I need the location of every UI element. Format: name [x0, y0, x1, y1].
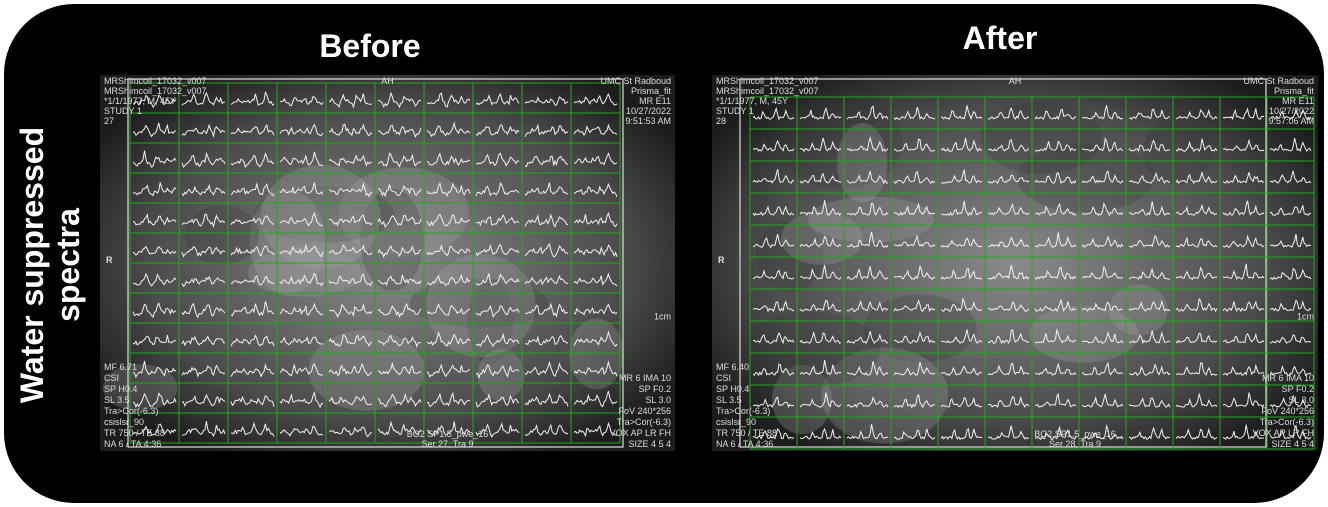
overlay-text: MF 6.71 — [104, 362, 137, 372]
overlay-text: AH — [381, 76, 394, 86]
panel-title: Before — [270, 28, 470, 65]
overlay-text: SP F0.2 — [1282, 384, 1314, 394]
overlay-text: NA 6 / TA 4:36 — [104, 439, 161, 449]
overlay-text: SIZE 4 5 4 — [1271, 439, 1314, 449]
overlay-text: MF 6.40 — [716, 362, 749, 372]
overlay-text: Tra>Cor(-6.3) — [1260, 417, 1314, 427]
overlay-text: R — [718, 255, 725, 265]
tissue — [477, 349, 524, 401]
tissue — [185, 205, 259, 264]
overlay-text: 1cm — [654, 311, 671, 321]
overlay-text: 27 — [104, 116, 114, 126]
overlay-text: UMC St Radboud — [600, 76, 671, 86]
overlay-text: R — [106, 255, 113, 265]
overlay-text: MR E11 — [639, 96, 671, 106]
overlay-text: MR 6 IMA 10 — [619, 373, 671, 383]
overlay-text: Ser 28, Tra 9 — [1049, 439, 1101, 449]
overlay-text: VOX AP LR FH — [1253, 428, 1314, 438]
overlay-text: STUDY 1 — [716, 106, 754, 116]
overlay-text: CSI — [716, 373, 731, 383]
overlay-text: SL 3.5 — [716, 395, 742, 405]
overlay-text: Tra>Cor(-6.3) — [617, 417, 671, 427]
overlay-text: csislsr_90 — [104, 417, 144, 427]
overlay-text: SIZE 4 5 4 — [628, 439, 671, 449]
overlay-text: MRShimcoil_17032_v007 — [104, 86, 207, 96]
row-label: Water suppressed spectra — [14, 127, 86, 403]
overlay-text: MR E11 — [1282, 96, 1314, 106]
overlay-text: SP F0.2 — [639, 384, 671, 394]
overlay-text: NA 6 / TA 4:36 — [716, 439, 773, 449]
spectra-panel: MRShimcoil_17032_v007MRShimcoil_17032_v0… — [100, 75, 675, 451]
overlay-text: SL 3.0 — [1288, 395, 1314, 405]
overlay-text: Prisma_fit — [1274, 86, 1315, 96]
overlay-text: *1/1/1977, M, 45Y — [716, 96, 788, 106]
row-label-line: Water suppressed — [14, 127, 50, 403]
tissue — [569, 318, 624, 389]
row-label-line: spectra — [50, 127, 86, 403]
tissue — [741, 312, 880, 387]
spectra-panel: MRShimcoil_17032_v007MRShimcoil_17032_v0… — [712, 75, 1318, 451]
panel-title: After — [900, 20, 1100, 57]
overlay-text: MRShimcoil_17032_v007 — [716, 86, 819, 96]
overlay-text: VOX AP LR FH — [610, 428, 671, 438]
figure: Before After Water suppressed spectra MR… — [0, 0, 1328, 507]
overlay-text: MRShimcoil_17032_v007 — [104, 76, 207, 86]
tissue — [1017, 143, 1154, 212]
overlay-text: SL 3.5 — [104, 395, 130, 405]
overlay-text: BO2 SP1.5_pwe_16 — [407, 429, 489, 439]
overlay-text: MRShimcoil_17032_v007 — [716, 76, 819, 86]
overlay-text: Prisma_fit — [631, 86, 672, 96]
tissue — [837, 123, 887, 203]
overlay-text: CSI — [104, 373, 119, 383]
overlay-text: *1/1/1977, M, 45Y — [104, 96, 176, 106]
overlay-text: Tra>Cor(-6.3) — [716, 406, 770, 416]
overlay-text: 10/27/2022 — [1269, 106, 1314, 116]
overlay-text: TR 750 / TE 88 — [716, 428, 777, 438]
overlay-text: 9:57:06 AM — [1268, 116, 1314, 126]
overlay-text: TR 750 / TE 88 — [104, 428, 165, 438]
overlay-text: Tra>Cor(-6.3) — [104, 406, 158, 416]
overlay-text: SP H0.4 — [104, 384, 137, 394]
overlay-text: AH — [1009, 76, 1022, 86]
overlay-text: SP H0.4 — [716, 384, 749, 394]
overlay-text: SL 3.0 — [645, 395, 671, 405]
overlay-text: FoV 240*256 — [618, 406, 671, 416]
overlay-text: 1cm — [1297, 311, 1314, 321]
overlay-text: csislsr_90 — [716, 417, 756, 427]
overlay-text: MR 6 IMA 10 — [1262, 373, 1314, 383]
overlay-text: Ser 27, Tra 9 — [421, 439, 473, 449]
overlay-text: STUDY 1 — [104, 106, 142, 116]
overlay-text: FoV 240*256 — [1261, 406, 1314, 416]
overlay-text: 9:51:53 AM — [625, 116, 671, 126]
overlay-text: 10/27/2022 — [626, 106, 671, 116]
overlay-text: UMC St Radboud — [1243, 76, 1314, 86]
overlay-text: BO2 SP1.5_pwe_16 — [1034, 429, 1116, 439]
tissue — [248, 248, 362, 297]
overlay-text: 28 — [716, 116, 726, 126]
